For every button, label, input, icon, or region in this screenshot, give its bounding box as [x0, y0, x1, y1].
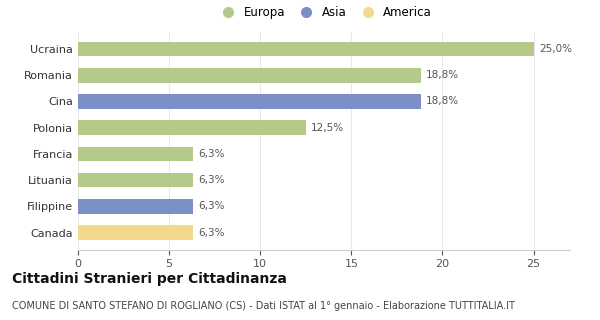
Bar [78, 225, 193, 240]
Legend: Europa, Asia, America: Europa, Asia, America [212, 1, 436, 23]
Text: 6,3%: 6,3% [198, 201, 225, 211]
Bar [78, 199, 193, 213]
Text: 25,0%: 25,0% [539, 44, 572, 54]
Text: COMUNE DI SANTO STEFANO DI ROGLIANO (CS) - Dati ISTAT al 1° gennaio - Elaborazio: COMUNE DI SANTO STEFANO DI ROGLIANO (CS)… [12, 301, 515, 311]
Bar [78, 68, 421, 83]
Bar [78, 94, 421, 109]
Text: 18,8%: 18,8% [426, 70, 459, 80]
Text: Cittadini Stranieri per Cittadinanza: Cittadini Stranieri per Cittadinanza [12, 272, 287, 286]
Bar [78, 147, 193, 161]
Text: 6,3%: 6,3% [198, 228, 225, 237]
Text: 6,3%: 6,3% [198, 175, 225, 185]
Bar [78, 42, 533, 56]
Text: 18,8%: 18,8% [426, 97, 459, 107]
Bar [78, 121, 306, 135]
Bar [78, 173, 193, 187]
Text: 12,5%: 12,5% [311, 123, 344, 133]
Text: 6,3%: 6,3% [198, 149, 225, 159]
